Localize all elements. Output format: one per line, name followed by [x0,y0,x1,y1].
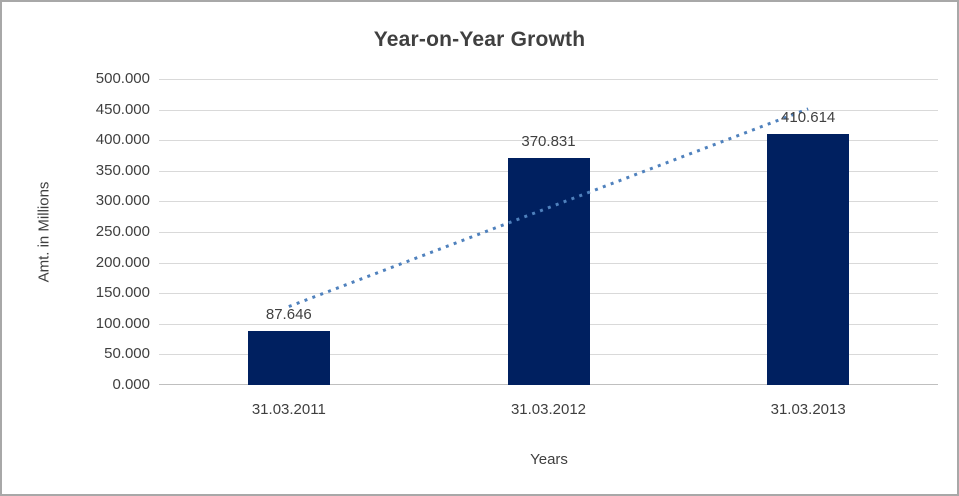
gridline [159,109,938,111]
bar-value-label: 87.646 [265,306,312,324]
y-tick-label: 150.000 [95,284,150,302]
trendline [288,107,809,308]
x-axis-title: Years [530,451,568,468]
y-tick-label: 300.000 [95,192,150,210]
bar-value-label: 410.614 [781,108,836,126]
y-tick-label: 500.000 [95,70,150,87]
bar [507,158,590,385]
trendline-path [288,107,809,308]
gridline [159,140,938,142]
y-tick-label: 100.000 [95,314,150,332]
gridline [159,79,938,80]
bar [767,133,850,385]
y-tick-label: 400.000 [95,131,150,149]
x-tick-label: 31.03.2011 [251,401,326,418]
y-tick-label: 0.000 [112,376,150,393]
y-tick-label: 250.000 [95,223,150,240]
plot-area [159,79,938,385]
y-tick-label: 350.000 [95,161,150,179]
y-tick-label: 200.000 [95,253,150,271]
chart-title: Year-on-Year Growth [373,28,586,51]
x-tick-label: 31.03.2013 [770,401,846,418]
bar-value-label: 370.831 [521,133,576,151]
x-tick-label: 31.03.2012 [510,401,587,418]
y-tick-label: 450.000 [95,100,150,118]
y-tick-label: 50.000 [104,345,150,363]
bar [247,331,330,385]
